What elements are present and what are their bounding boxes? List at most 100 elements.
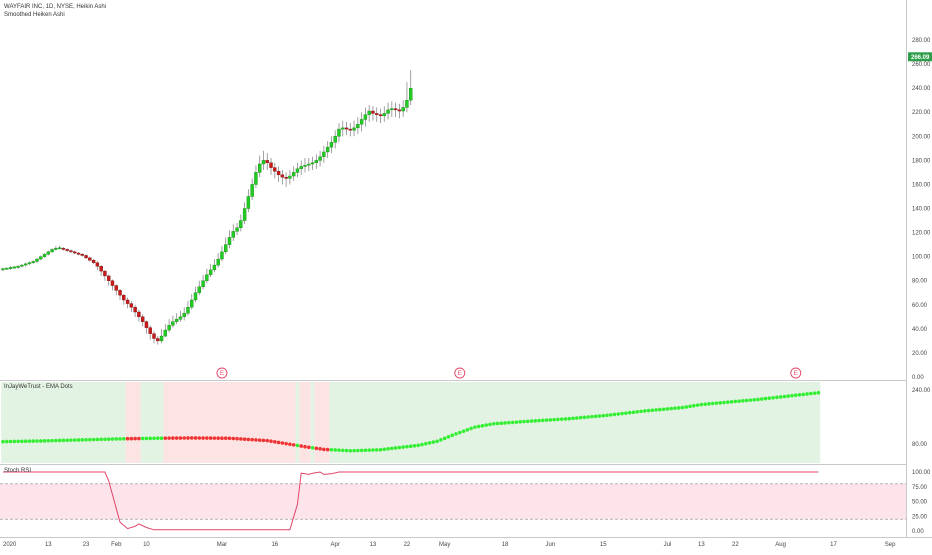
candle-body xyxy=(8,267,13,269)
time-tick-label: 18 xyxy=(502,542,509,548)
ema-dot xyxy=(65,438,69,443)
ema-dot xyxy=(72,438,77,442)
time-tick-label: 22 xyxy=(404,542,411,548)
stoch-rsi-title[interactable]: Stoch RSI xyxy=(4,468,32,474)
indicator-title[interactable]: Smoothed Heiken Ashi xyxy=(4,12,65,18)
ema-trend-zone xyxy=(299,382,311,463)
candle-body xyxy=(129,303,134,308)
ema-dot xyxy=(167,436,171,440)
ema-dot xyxy=(790,393,794,398)
ema-dot xyxy=(510,420,515,425)
ema-dot xyxy=(382,447,387,452)
candle-body xyxy=(265,160,269,163)
symbol-title[interactable]: WAYFAIR INC, 1D, NYSE, Heikin Ashi xyxy=(4,4,107,10)
ema-dot xyxy=(35,439,39,443)
candle-body xyxy=(88,257,92,261)
candle-bodies xyxy=(1,87,413,342)
ema-dot xyxy=(205,436,209,440)
candle-body xyxy=(57,247,62,250)
candle-body xyxy=(280,174,285,178)
candle-body xyxy=(182,313,186,318)
ema-dot xyxy=(378,447,383,452)
ema-dot xyxy=(189,436,194,440)
ema-dot xyxy=(541,418,545,423)
ema-dot xyxy=(684,405,689,409)
candle-body xyxy=(80,254,84,256)
candle-body xyxy=(148,327,152,334)
candle-body xyxy=(54,248,58,250)
candle-body xyxy=(333,136,337,143)
ema-dot xyxy=(514,420,519,424)
candle-body xyxy=(254,172,258,185)
ema-dot xyxy=(91,437,96,442)
ema-dot xyxy=(616,412,621,416)
candle-body xyxy=(242,208,247,221)
ema-dots xyxy=(1,390,821,453)
ema-dot xyxy=(344,448,349,453)
ema-dot xyxy=(665,407,670,411)
ema-dot xyxy=(801,392,806,397)
ema-dot xyxy=(273,440,277,444)
ema-dot xyxy=(374,448,379,452)
candle-body xyxy=(363,114,368,120)
candle-body xyxy=(386,109,390,114)
price-tick-label: 200.00 xyxy=(912,134,931,140)
ema-dot xyxy=(809,391,813,396)
ema-dot xyxy=(363,448,368,453)
candle-body xyxy=(118,290,122,296)
ema-dot xyxy=(642,409,647,413)
candle-body xyxy=(133,307,137,313)
candle-body xyxy=(61,248,66,250)
ema-background-layer xyxy=(1,382,821,463)
ema-dot xyxy=(635,410,639,414)
ema-dot xyxy=(446,435,451,439)
ema-dot xyxy=(140,436,145,441)
ema-dot xyxy=(359,448,364,453)
candle-body xyxy=(276,171,281,176)
ema-dot xyxy=(442,436,447,441)
ema-dot xyxy=(786,394,790,398)
candle-body xyxy=(378,114,383,117)
candle-body xyxy=(99,266,103,272)
ema-dot xyxy=(593,414,598,419)
candle-body xyxy=(125,299,130,304)
candle-body xyxy=(205,274,209,281)
ema-dot xyxy=(61,438,66,443)
ema-dot xyxy=(31,439,35,443)
candle-body xyxy=(273,167,277,172)
earnings-marker-icon xyxy=(454,367,466,379)
ema-dot xyxy=(639,409,643,414)
time-tick-label: 2020 xyxy=(3,542,17,548)
candle-body xyxy=(231,231,235,238)
ema-dot xyxy=(427,441,432,445)
candle-body xyxy=(35,258,39,262)
ema-dot xyxy=(518,420,522,424)
ema-dot xyxy=(88,437,92,442)
candle-body xyxy=(208,269,213,275)
price-tick-label: 120.00 xyxy=(912,231,931,237)
candle-body xyxy=(190,299,194,308)
candle-body xyxy=(114,285,118,291)
ema-dot xyxy=(95,437,100,442)
ema-trend-zone xyxy=(329,382,821,463)
ema-dot xyxy=(567,416,572,421)
ema-dot xyxy=(469,426,473,431)
candle-body xyxy=(46,251,50,255)
ema-dot xyxy=(729,400,734,404)
ema-dot xyxy=(805,392,809,396)
ema-dot xyxy=(457,430,462,435)
ema-dot xyxy=(767,396,772,400)
earnings-marker-icon xyxy=(790,367,802,379)
ema-dot xyxy=(322,447,326,452)
candle-body xyxy=(23,263,28,266)
ema-dot xyxy=(608,413,613,417)
candle-body xyxy=(178,316,183,320)
ema-dots-title[interactable]: InJayWeTrust - EMA Dots xyxy=(4,384,73,390)
ema-dot xyxy=(756,397,760,402)
ema-dot xyxy=(144,436,149,441)
candle-body xyxy=(20,264,24,267)
ema-dot xyxy=(393,446,398,450)
